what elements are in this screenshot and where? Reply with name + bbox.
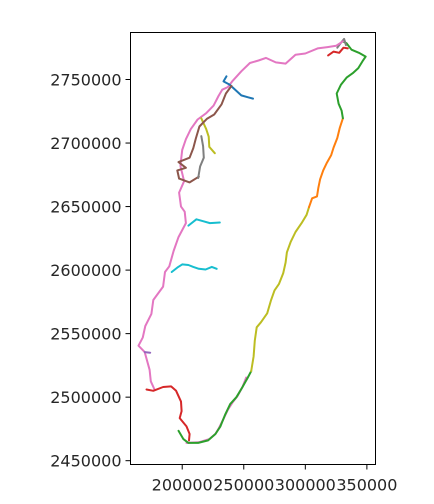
series-line-2 <box>250 206 310 373</box>
x-axis: 200000 250000 300000 350000 <box>152 464 397 495</box>
y-tick-label: 2750000 <box>50 71 121 90</box>
series-line-3 <box>308 117 344 209</box>
y-tick-label: 2600000 <box>50 261 121 280</box>
series-line-15 <box>143 351 152 354</box>
x-tick-label: 350000 <box>336 476 397 495</box>
y-tick-label: 2450000 <box>50 452 121 471</box>
y-axis: 2450000 2500000 2550000 2600000 2650000 27000… <box>50 71 131 471</box>
series-line-11 <box>176 84 233 184</box>
y-tick-label: 2700000 <box>50 134 121 153</box>
series-line-5 <box>327 46 349 57</box>
series-line-14 <box>170 263 218 273</box>
series-line-12 <box>197 135 205 179</box>
y-tick-label: 2500000 <box>50 388 121 407</box>
series-line-8 <box>145 385 191 442</box>
series-line-13 <box>187 218 221 227</box>
series-line-7 <box>137 40 344 391</box>
series-line-10 <box>200 117 216 155</box>
series-layer <box>137 37 367 444</box>
x-tick-label: 250000 <box>213 476 274 495</box>
y-tick-label: 2650000 <box>50 198 121 217</box>
x-tick-label: 300000 <box>275 476 336 495</box>
plot-frame <box>130 32 376 465</box>
series-line-4 <box>335 40 367 120</box>
x-tick-label: 200000 <box>152 476 213 495</box>
y-tick-label: 2550000 <box>50 325 121 344</box>
series-line-1 <box>177 370 253 444</box>
series-line-9 <box>222 75 254 100</box>
